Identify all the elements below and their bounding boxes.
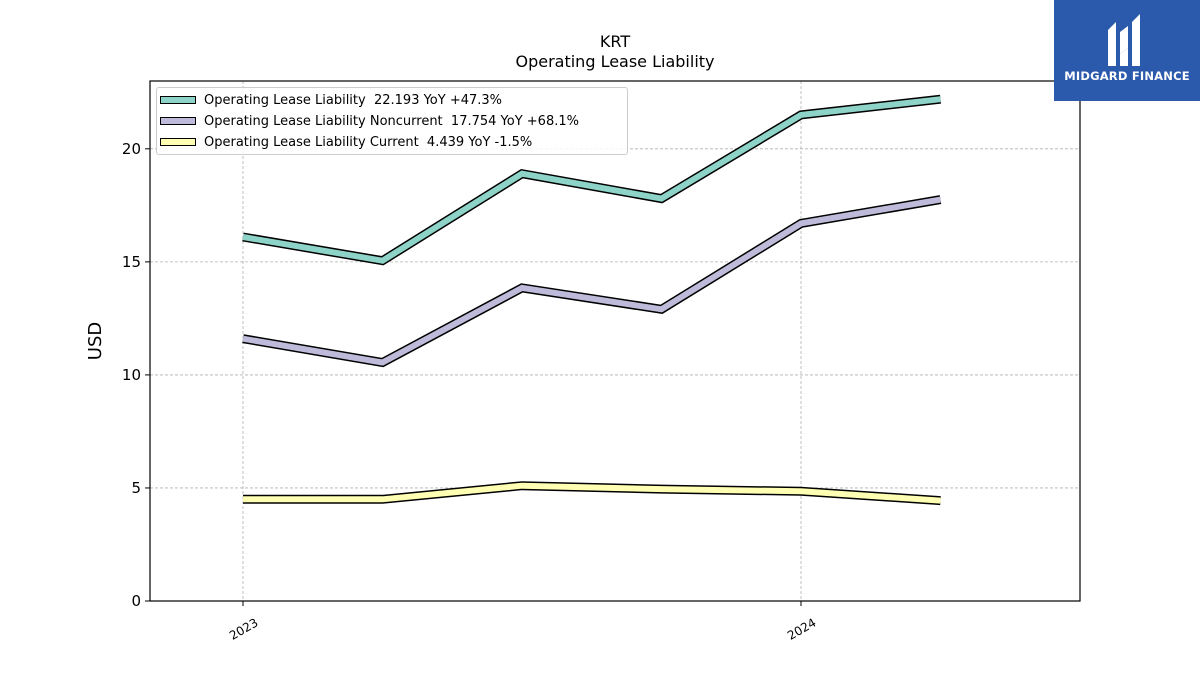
legend-entry-current: Operating Lease Liability Current 4.439 … <box>157 132 532 152</box>
y-tick-label: 20 <box>122 140 141 158</box>
series-line-1 <box>242 96 941 264</box>
y-axis-label: USD <box>85 322 106 360</box>
legend-label: Operating Lease Liability Noncurrent 17.… <box>204 113 579 129</box>
legend-label: Operating Lease Liability 22.193 YoY +47… <box>204 92 503 108</box>
x-tick-label: 2023 <box>227 615 260 642</box>
x-tick-label: 2024 <box>785 615 818 642</box>
series-line-3 <box>243 482 941 504</box>
chart-title: KRT <box>599 32 631 51</box>
y-tick-label: 5 <box>131 479 141 497</box>
legend-entry-total: Operating Lease Liability 22.193 YoY +47… <box>157 90 502 110</box>
y-tick-label: 10 <box>122 366 141 384</box>
y-tick-label: 15 <box>122 253 141 271</box>
chart-legend: Operating Lease Liability 22.193 YoY +47… <box>156 87 628 155</box>
legend-entry-noncurrent: Operating Lease Liability Noncurrent 17.… <box>157 111 579 131</box>
midgard-finance-logo: MIDGARD FINANCE <box>1054 0 1200 101</box>
y-tick-label: 0 <box>131 592 141 610</box>
legend-swatch <box>160 138 196 146</box>
plot-frame <box>149 80 1081 602</box>
legend-label: Operating Lease Liability Current 4.439 … <box>204 134 533 150</box>
chart-subtitle: Operating Lease Liability <box>515 52 715 71</box>
series-outline-2 <box>242 195 942 368</box>
series-line-2 <box>242 196 942 366</box>
legend-swatch <box>160 117 196 125</box>
midgard-logo-icon <box>1108 14 1140 66</box>
legend-swatch <box>160 96 196 104</box>
logo-text: MIDGARD FINANCE <box>1064 69 1190 83</box>
